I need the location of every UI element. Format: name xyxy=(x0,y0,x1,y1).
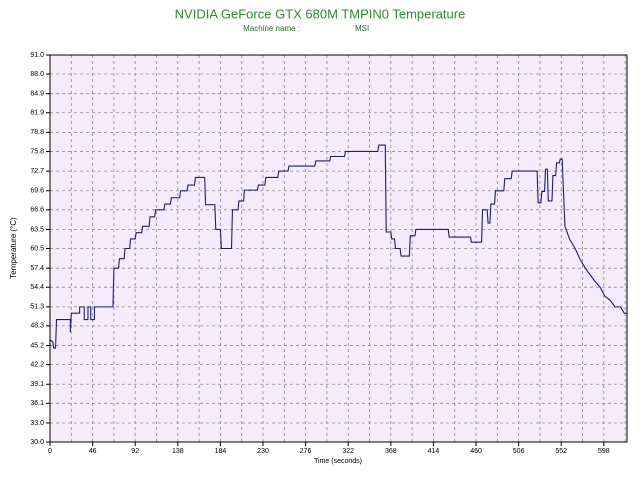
grid xyxy=(49,54,627,443)
y-axis-label: Temperature (°C) xyxy=(9,217,18,279)
y-tick-label: 48.3 xyxy=(30,323,44,330)
y-tick-label: 42.2 xyxy=(30,361,44,368)
y-tick-label: 66.6 xyxy=(30,207,44,214)
y-tick-label: 36.1 xyxy=(30,400,44,407)
chart-title: NVIDIA GeForce GTX 680M TMPIN0 Temperatu… xyxy=(175,6,466,21)
x-tick-label: 92 xyxy=(131,448,139,455)
x-tick-label: 230 xyxy=(257,448,269,455)
x-tick-label: 598 xyxy=(598,448,610,455)
y-tick-label: 39.1 xyxy=(30,381,44,388)
x-axis-label: Time (seconds) xyxy=(314,458,362,465)
y-tick-label: 69.6 xyxy=(30,188,44,195)
y-tick-label: 81.9 xyxy=(30,110,44,117)
y-tick-label: 45.2 xyxy=(30,342,44,349)
x-tick-label: 368 xyxy=(385,448,397,455)
marks xyxy=(49,144,627,349)
y-tick-label: 33.0 xyxy=(30,420,44,427)
y-tick-label: 91.0 xyxy=(30,52,44,59)
x-tick-label: 506 xyxy=(513,448,525,455)
y-tick-label: 78.8 xyxy=(30,129,44,136)
y-tick-label: 57.4 xyxy=(30,265,44,272)
x-tick-label: 184 xyxy=(215,448,227,455)
x-tick-label: 276 xyxy=(300,448,312,455)
temperature-line xyxy=(49,144,627,349)
y-tick-label: 60.5 xyxy=(30,245,44,252)
x-tick-label: 460 xyxy=(470,448,482,455)
y-tick-label: 72.7 xyxy=(30,168,44,175)
y-tick-label: 88.0 xyxy=(30,71,44,78)
x-tick-label: 138 xyxy=(172,448,184,455)
x-tick-label: 322 xyxy=(342,448,354,455)
x-tick-label: 552 xyxy=(555,448,567,455)
y-tick-label: 51.3 xyxy=(30,304,44,311)
x-tick-label: 0 xyxy=(48,448,52,455)
y-tick-label: 54.4 xyxy=(30,284,44,291)
machine-label: Machine name : xyxy=(243,24,300,33)
y-tick-label: 75.8 xyxy=(30,148,44,155)
x-tick-label: 414 xyxy=(428,448,440,455)
x-tick-label: 46 xyxy=(89,448,97,455)
y-tick-label: 84.9 xyxy=(30,91,44,98)
y-tick-label: 63.5 xyxy=(30,226,44,233)
machine-value: MSI xyxy=(355,24,369,33)
y-tick-label: 30.0 xyxy=(30,439,44,446)
